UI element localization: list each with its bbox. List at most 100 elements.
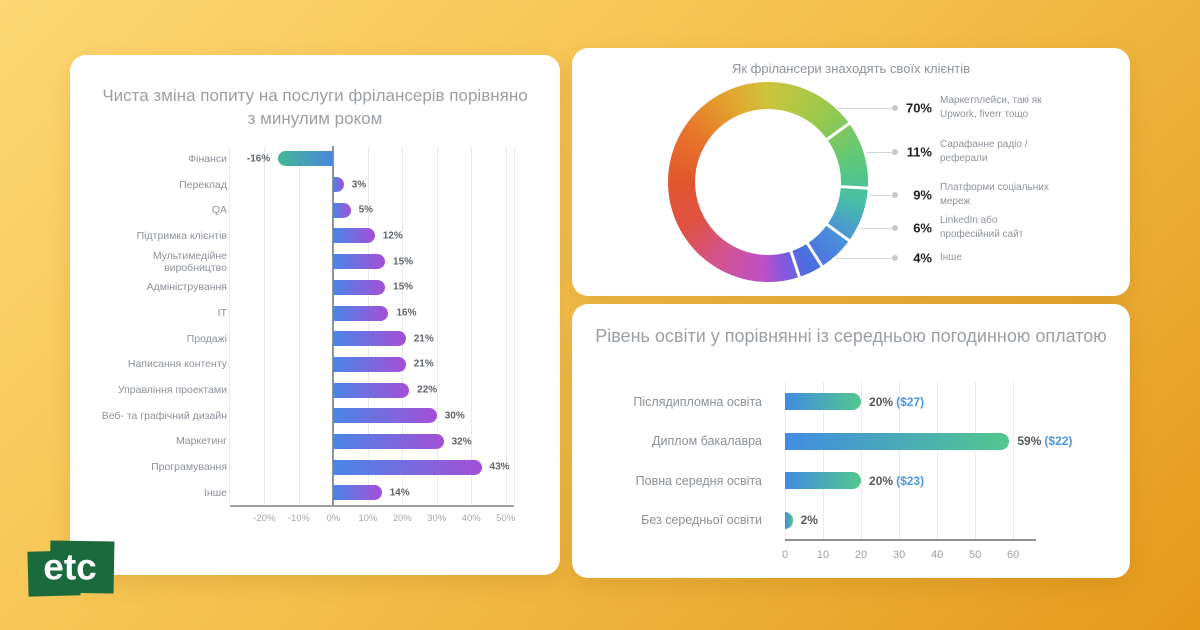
x-tick-label: 10 (816, 549, 830, 561)
value-label: 32% (452, 436, 472, 447)
value-percent: 21% (413, 358, 434, 370)
legend-dot (892, 225, 898, 231)
x-tick-label: 40 (930, 549, 944, 561)
x-axis-line (230, 504, 514, 507)
x-tick-label: 40% (461, 512, 481, 524)
category-label: Управління проектами (117, 384, 227, 396)
legend-leader-line (870, 195, 892, 196)
bar (333, 177, 344, 193)
value-label: 5% (359, 205, 373, 216)
client-sources-card: Як фрілансери знаходять своїх клієнтів 7… (572, 48, 1130, 296)
gridline (264, 146, 266, 506)
x-tick-label: 0 (781, 549, 789, 561)
legend-percent: 4% (913, 250, 932, 266)
value-percent: 16% (396, 307, 417, 319)
legend-dot (892, 192, 898, 198)
bar (333, 459, 482, 475)
legend-dot (892, 149, 898, 155)
education-chart-title: Рівень освіти у порівнянні із середньою … (595, 326, 1107, 346)
x-tick-label: 50 (969, 549, 982, 561)
legend-percent: 70% (905, 100, 932, 116)
category-label: Мультимедійне виробництво (152, 249, 227, 274)
category-label: Програмування (151, 461, 227, 474)
legend-dot (892, 255, 898, 261)
legend-leader-line (836, 258, 892, 259)
category-label: Без середньої освіти (641, 513, 762, 528)
value-percent: 22% (417, 384, 438, 396)
x-tick-label: 0% (326, 512, 341, 524)
value-label: 30% (445, 410, 465, 421)
value-label: 14% (390, 487, 410, 498)
value-label: 15% (393, 282, 413, 293)
value-percent: 2% (800, 513, 818, 528)
legend-percent: 9% (913, 187, 932, 203)
bar (333, 228, 375, 244)
donut-hole (695, 109, 841, 255)
legend-label: Маркетплейси, такі як Upwork, fiverr тощ… (940, 95, 1042, 120)
gridline (785, 382, 786, 540)
x-tick-label: 60 (1007, 549, 1020, 561)
category-label: Післядипломна освіта (633, 394, 762, 409)
x-tick-label: -10% (287, 512, 310, 524)
legend-percent: 11% (906, 144, 932, 160)
x-tick-label: 20% (392, 512, 412, 524)
legend-dot (892, 105, 898, 111)
bar (333, 408, 437, 424)
donut-chart (668, 82, 870, 282)
legend-label: LinkedIn або професійний сайт (940, 215, 1024, 240)
bar (785, 393, 862, 411)
value-label: 15% (393, 256, 413, 267)
value-percent: 15% (393, 281, 414, 293)
category-label: IT (217, 306, 227, 319)
category-label: Адміністрування (146, 281, 227, 294)
bar (333, 305, 389, 321)
gridline (861, 382, 863, 540)
category-labels: Післядипломна освіта Диплом бакалавра Повн… (572, 382, 767, 540)
value-percent: 20% (869, 394, 894, 409)
category-label: Фінанси (188, 152, 227, 165)
x-tick-label: 50% (496, 512, 516, 524)
etc-logo: etc (26, 538, 118, 600)
value-label: 21% (414, 333, 434, 344)
gridline (899, 382, 901, 540)
legend-leader-line (866, 152, 892, 153)
category-label: Веб- та графічний дизайн (101, 409, 227, 422)
value-label: 12% (383, 230, 403, 241)
bar (333, 279, 386, 295)
value-label: 20% ($27) (869, 395, 924, 409)
zero-axis-line (332, 146, 335, 506)
legend-label: Сарафанне радіо / реферали (940, 139, 1028, 164)
demand-chart-title: Чиста зміна попиту на послуги фрілансері… (102, 86, 528, 128)
x-tick-label: 10% (358, 512, 378, 524)
donut-chart-title: Як фрілансери знаходять своїх клієнтів (731, 61, 971, 76)
value-percent: 20% (869, 473, 894, 488)
value-percent: 3% (351, 179, 367, 191)
value-label: 21% (414, 359, 434, 370)
category-label: Диплом бакалавра (652, 434, 762, 449)
category-label: Маркетинг (175, 435, 227, 448)
bar (333, 331, 406, 347)
bar (333, 434, 444, 450)
plot-area: 0 10 20 30 40 50 60 20% ($27) 59% ($22) 20% ($23) 2% (782, 382, 1072, 561)
value-label: 3% (352, 179, 366, 190)
bar (333, 382, 410, 398)
x-tick-label: 30% (427, 512, 447, 524)
demand-change-card: Чиста зміна попиту на послуги фрілансері… (70, 55, 560, 575)
value-label: 59% ($22) (1017, 434, 1072, 448)
value-percent: 32% (451, 436, 472, 448)
value-label: 16% (397, 308, 417, 319)
bar (333, 202, 351, 218)
logo-text: etc (43, 546, 97, 588)
gridline (823, 382, 825, 540)
gridline (436, 146, 438, 506)
gridline (975, 382, 977, 540)
category-label: Інше (204, 486, 227, 499)
gridline (505, 146, 507, 506)
education-bar-chart: Післядипломна освіта Диплом бакалавра Повн… (572, 382, 1072, 561)
x-tick-label: 30 (892, 549, 906, 561)
value-pay: ($22) (1044, 434, 1073, 449)
demand-bar-chart: Фінанси Переклад QA Підтримка клієнтів Мульт… (96, 146, 515, 524)
value-pay: ($23) (896, 473, 925, 488)
plot-area: -20% -10% 0% 10% 20% 30% 40% 50% -16% 3% 5% 12% 15% 1… (229, 146, 515, 524)
category-label: Підтримка клієнтів (136, 229, 227, 242)
